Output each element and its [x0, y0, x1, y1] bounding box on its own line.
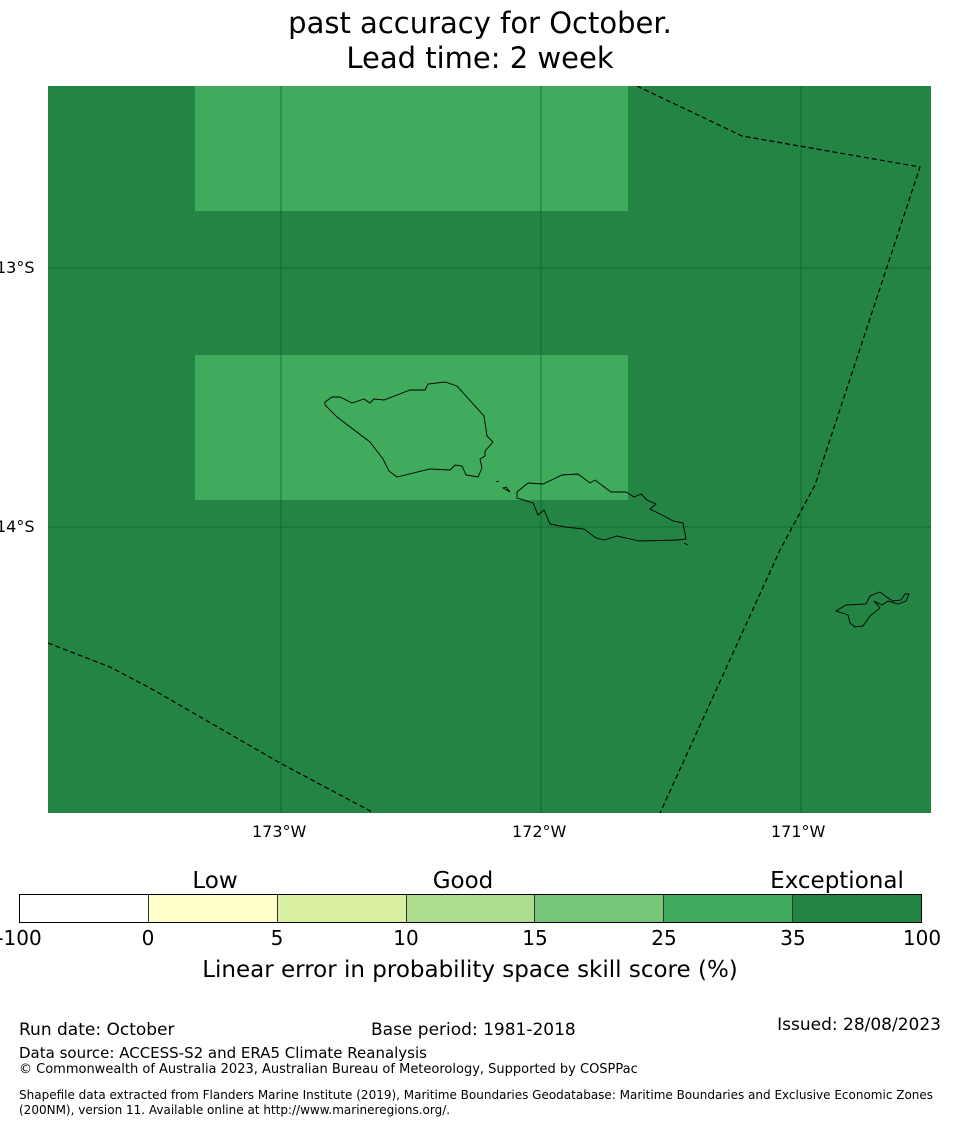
category-exceptional: Exceptional: [770, 868, 904, 894]
lon-label: 173°W: [252, 822, 307, 841]
colorbar-label: Linear error in probability space skill …: [202, 957, 738, 983]
gridlines: [48, 86, 931, 813]
colorbar-segment: [277, 895, 407, 922]
shapefile-credit: Shapefile data extracted from Flanders M…: [19, 1088, 934, 1117]
colorbar-tick: 10: [393, 926, 419, 950]
data-source: Data source: ACCESS-S2 and ERA5 Climate …: [19, 1044, 427, 1062]
colorbar-tick: 5: [270, 926, 284, 950]
lat-label: 14°S: [0, 517, 35, 536]
colorbar-segment: [20, 895, 149, 922]
title-line-2: past accuracy for October.: [288, 6, 672, 40]
islet: [501, 486, 511, 493]
map: [48, 86, 931, 813]
colorbar-segment: [406, 895, 536, 922]
run-date: Run date: October: [19, 1020, 175, 1040]
colorbar-tick: -100: [0, 926, 42, 950]
colorbar-tick: 100: [902, 926, 942, 950]
colorbar-tick: 0: [141, 926, 155, 950]
island-savaii: [324, 381, 494, 478]
base-period: Base period: 1981-2018: [371, 1020, 576, 1040]
colorbar: [19, 894, 922, 923]
category-good: Good: [432, 868, 494, 894]
skill-cell-good: [195, 86, 628, 211]
copyright: © Commonwealth of Australia 2023, Austra…: [19, 1062, 638, 1077]
colorbar-tick: 25: [651, 926, 677, 950]
eez-boundary: [48, 86, 921, 813]
colorbar-segment: [535, 895, 665, 922]
colorbar-tick: 35: [780, 926, 806, 950]
title-line-3: Lead time: 2 week: [346, 41, 614, 75]
issued-date: Issued: 28/08/2023: [777, 1015, 941, 1035]
lon-label: 171°W: [771, 822, 826, 841]
colorbar-tick: 15: [522, 926, 548, 950]
lat-label: 13°S: [0, 258, 35, 277]
island-tutuila: [834, 591, 910, 628]
island-upolu: [516, 473, 687, 542]
colorbar-segment: [793, 895, 922, 922]
lon-label: 172°W: [512, 822, 567, 841]
skill-cell-good: [195, 355, 628, 500]
category-low: Low: [192, 868, 238, 894]
colorbar-segment: [664, 895, 794, 922]
colorbar-segment: [148, 895, 278, 922]
